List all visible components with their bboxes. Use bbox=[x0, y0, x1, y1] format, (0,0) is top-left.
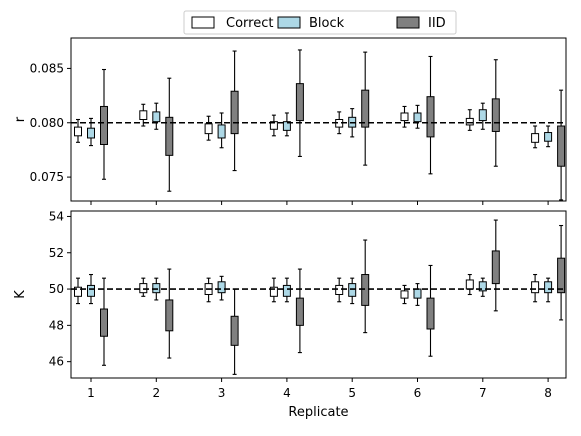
legend-label-block: Block bbox=[309, 16, 345, 31]
box-iid bbox=[165, 299, 174, 332]
x-axis-label: Replicate bbox=[288, 405, 348, 420]
y-tick-label-k: 50 bbox=[49, 282, 64, 296]
x-tick-label: 6 bbox=[414, 386, 422, 400]
box-correct bbox=[400, 112, 409, 122]
box-block bbox=[544, 281, 553, 294]
box-iid bbox=[100, 105, 108, 145]
box-correct bbox=[465, 117, 474, 126]
y-axis-label-r: r bbox=[13, 116, 28, 122]
box-block bbox=[152, 283, 161, 294]
y-tick-label-k: 52 bbox=[49, 246, 64, 260]
box-iid bbox=[295, 83, 304, 122]
y-tick-label-k: 54 bbox=[49, 209, 64, 223]
box-correct bbox=[204, 123, 213, 135]
box-correct bbox=[531, 281, 540, 294]
y-tick-label-k: 48 bbox=[49, 318, 64, 332]
axes-frame-r bbox=[70, 37, 567, 202]
legend: Correct Block IID bbox=[183, 10, 457, 35]
box-block bbox=[348, 283, 357, 297]
box-block bbox=[217, 281, 226, 294]
box-block bbox=[87, 127, 95, 139]
box-block bbox=[217, 124, 226, 139]
box-block bbox=[152, 111, 161, 123]
box-block bbox=[413, 288, 422, 299]
x-tick-label: 2 bbox=[152, 386, 160, 400]
x-tick-label: 4 bbox=[283, 386, 291, 400]
box-block bbox=[87, 284, 95, 297]
box-iid bbox=[230, 90, 239, 135]
box-correct bbox=[531, 133, 540, 143]
panel-r: 0.075 0.080 0.085 r bbox=[13, 37, 567, 205]
box-block bbox=[478, 281, 487, 292]
x-tick-label: 1 bbox=[87, 386, 95, 400]
box-correct bbox=[74, 286, 82, 297]
axes-frame-k bbox=[70, 210, 567, 379]
box-correct bbox=[139, 110, 148, 120]
box-iid bbox=[426, 96, 435, 138]
box-iid bbox=[230, 315, 239, 346]
panel-k: 46 48 50 52 54 1 2 3 4 5 6 7 8 K Replicate bbox=[13, 209, 567, 420]
legend-swatch-block bbox=[277, 16, 301, 29]
box-correct bbox=[465, 279, 474, 290]
legend-swatch-correct bbox=[191, 16, 215, 29]
x-tick-label: 3 bbox=[218, 386, 226, 400]
legend-swatch-iid bbox=[396, 16, 420, 29]
box-iid bbox=[361, 89, 370, 128]
legend-label-correct: Correct bbox=[226, 16, 273, 31]
box-iid bbox=[165, 116, 174, 156]
box-iid bbox=[491, 250, 500, 285]
x-tick-label: 7 bbox=[479, 386, 487, 400]
y-tick-label-r: 0.080 bbox=[30, 116, 64, 130]
y-tick-label-k: 46 bbox=[49, 355, 64, 369]
legend-frame bbox=[183, 10, 457, 35]
box-block bbox=[478, 109, 487, 122]
box-block bbox=[282, 284, 291, 297]
box-correct bbox=[74, 126, 82, 137]
box-iid bbox=[557, 125, 566, 167]
box-block bbox=[413, 112, 422, 123]
box-block bbox=[282, 121, 291, 131]
box-correct bbox=[335, 284, 344, 296]
box-iid bbox=[295, 297, 304, 326]
legend-label-iid: IID bbox=[428, 16, 446, 31]
box-correct bbox=[400, 290, 409, 299]
y-tick-label-r: 0.085 bbox=[30, 61, 64, 75]
x-tick-label: 8 bbox=[544, 386, 552, 400]
box-block bbox=[544, 132, 553, 142]
box-correct bbox=[269, 121, 278, 130]
box-correct bbox=[139, 283, 148, 294]
box-iid bbox=[491, 98, 500, 132]
x-tick-label: 5 bbox=[348, 386, 356, 400]
y-tick-label-r: 0.075 bbox=[30, 170, 64, 184]
box-correct bbox=[269, 286, 278, 297]
box-iid bbox=[361, 274, 370, 306]
y-axis-label-k: K bbox=[13, 290, 28, 299]
box-iid bbox=[426, 297, 435, 330]
box-iid bbox=[100, 308, 108, 337]
box-iid bbox=[557, 257, 566, 294]
